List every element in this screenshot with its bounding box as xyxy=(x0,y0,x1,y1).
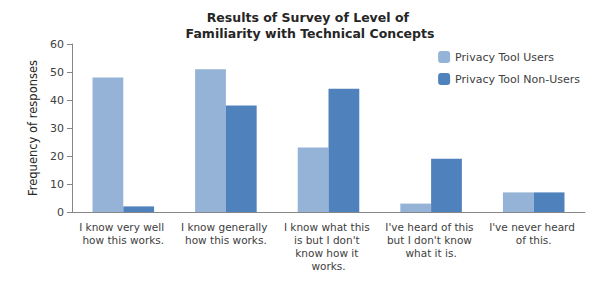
svg-text:I know what this: I know what this xyxy=(284,221,373,233)
svg-text:20: 20 xyxy=(50,150,64,163)
svg-text:30: 30 xyxy=(50,122,64,135)
svg-text:I've heard of this: I've heard of this xyxy=(385,221,477,233)
svg-text:but I don't know: but I don't know xyxy=(387,234,475,246)
svg-text:how this works.: how this works. xyxy=(185,234,267,246)
svg-text:Familiarity with Technical Con: Familiarity with Technical Concepts xyxy=(186,26,435,41)
svg-text:60: 60 xyxy=(50,38,64,51)
svg-text:10: 10 xyxy=(50,178,64,191)
svg-text:works.: works. xyxy=(311,260,345,272)
svg-text:what it is.: what it is. xyxy=(405,247,456,259)
svg-text:is but I don't: is but I don't xyxy=(294,234,363,246)
svg-text:Privacy Tool Users: Privacy Tool Users xyxy=(455,51,554,64)
svg-text:Privacy Tool Non-Users: Privacy Tool Non-Users xyxy=(455,73,580,86)
svg-text:of this.: of this. xyxy=(516,234,552,246)
svg-text:40: 40 xyxy=(50,94,64,107)
svg-text:0: 0 xyxy=(57,206,64,219)
svg-text:Results of Survey of Level of: Results of Survey of Level of xyxy=(207,10,414,25)
svg-text:know how it: know how it xyxy=(295,247,361,259)
svg-text:how this works.: how this works. xyxy=(82,234,164,246)
svg-text:50: 50 xyxy=(50,66,64,79)
svg-text:I know very well: I know very well xyxy=(79,221,167,233)
svg-text:I've never heard: I've never heard xyxy=(489,221,578,233)
svg-text:I know generally: I know generally xyxy=(181,221,271,233)
svg-text:Frequency of responses: Frequency of responses xyxy=(26,60,40,196)
